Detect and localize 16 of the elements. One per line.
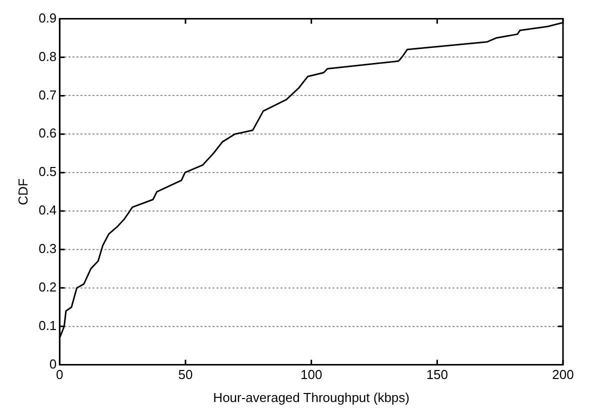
y-tick-label: 0.3: [38, 241, 57, 256]
x-axis-title: Hour-averaged Throughput (kbps): [213, 390, 410, 405]
y-tick-label: 0.9: [38, 10, 57, 26]
x-tick-label: 100: [300, 367, 322, 382]
y-tick-label: 0.8: [38, 48, 57, 64]
y-tick-label: 0.4: [38, 202, 57, 218]
y-tick-label: 0.5: [38, 164, 57, 180]
x-tick-label: 200: [552, 367, 574, 382]
y-axis-title: CDF: [15, 178, 30, 206]
x-tick-label: 50: [178, 367, 193, 382]
y-tick-label: 0.1: [38, 318, 57, 333]
y-tick-label: 0.6: [38, 126, 57, 141]
y-tick-label: 0.7: [38, 87, 57, 102]
y-tick-label: 0: [49, 356, 57, 372]
x-tick-label: 150: [426, 367, 448, 382]
y-tick-label: 0.2: [38, 279, 57, 294]
